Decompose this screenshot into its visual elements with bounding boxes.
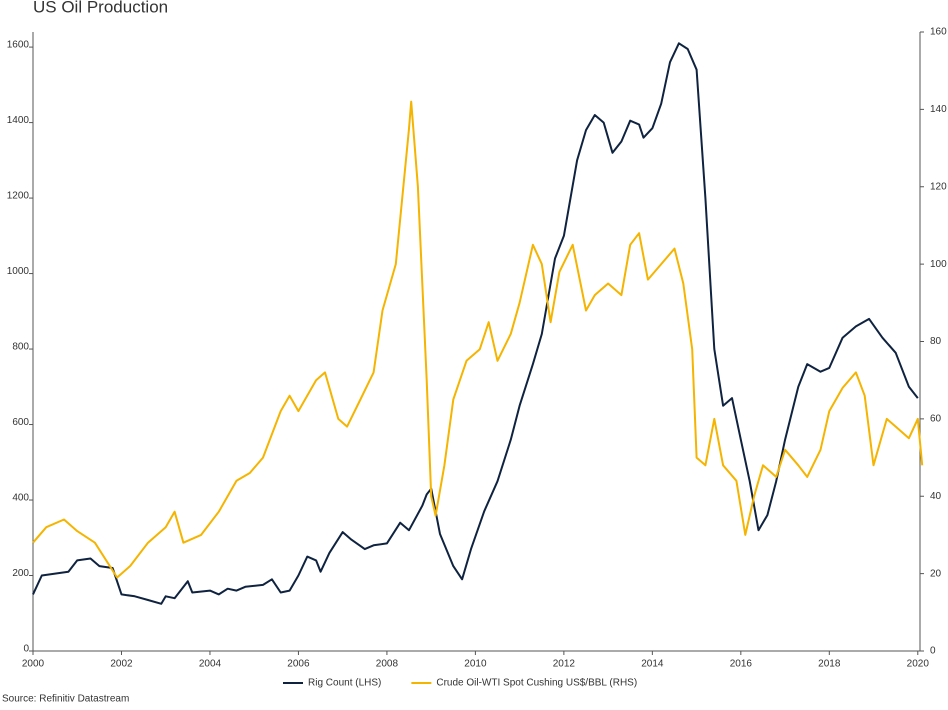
x-tick-label: 2018	[818, 659, 841, 670]
x-tick-label: 2008	[376, 659, 399, 670]
y-tick-label: 400	[12, 493, 29, 504]
y2-tick-label: 120	[930, 181, 947, 192]
y2-tick-label: 40	[930, 491, 942, 502]
y-tick-label: 800	[12, 342, 29, 353]
y2-tick-label: 20	[930, 568, 942, 579]
x-tick-label: 2002	[110, 659, 133, 670]
y2-tick-label: 140	[930, 104, 947, 115]
chart-title: US Oil Production	[33, 0, 168, 16]
x-tick-label: 2016	[730, 659, 753, 670]
y2-tick-label: 100	[930, 259, 947, 270]
x-tick-label: 2014	[641, 659, 664, 670]
x-tick-label: 2020	[907, 659, 930, 670]
y-tick-label: 600	[12, 417, 29, 428]
y-tick-label: 1600	[7, 40, 30, 51]
y2-tick-label: 60	[930, 414, 942, 425]
source-note: Source: Refinitiv Datastream	[2, 694, 129, 705]
y-tick-label: 0	[23, 644, 29, 655]
y2-tick-label: 160	[930, 27, 947, 38]
x-tick-label: 2000	[22, 659, 45, 670]
x-tick-label: 2010	[464, 659, 487, 670]
series-line	[32, 42, 919, 605]
series-line	[32, 100, 924, 579]
y-tick-label: 1400	[7, 115, 30, 126]
y2-tick-label: 80	[930, 336, 942, 347]
x-tick-label: 2012	[553, 659, 576, 670]
x-tick-label: 2006	[287, 659, 310, 670]
y-tick-label: 1000	[7, 266, 30, 277]
y-tick-label: 200	[12, 568, 29, 579]
x-tick-label: 2004	[199, 659, 222, 670]
legend-label: Crude Oil-WTI Spot Cushing US$/BBL (RHS)	[436, 678, 637, 689]
y2-tick-label: 0	[930, 646, 936, 657]
y-tick-label: 1200	[7, 191, 30, 202]
legend-label: Rig Count (LHS)	[308, 678, 381, 689]
